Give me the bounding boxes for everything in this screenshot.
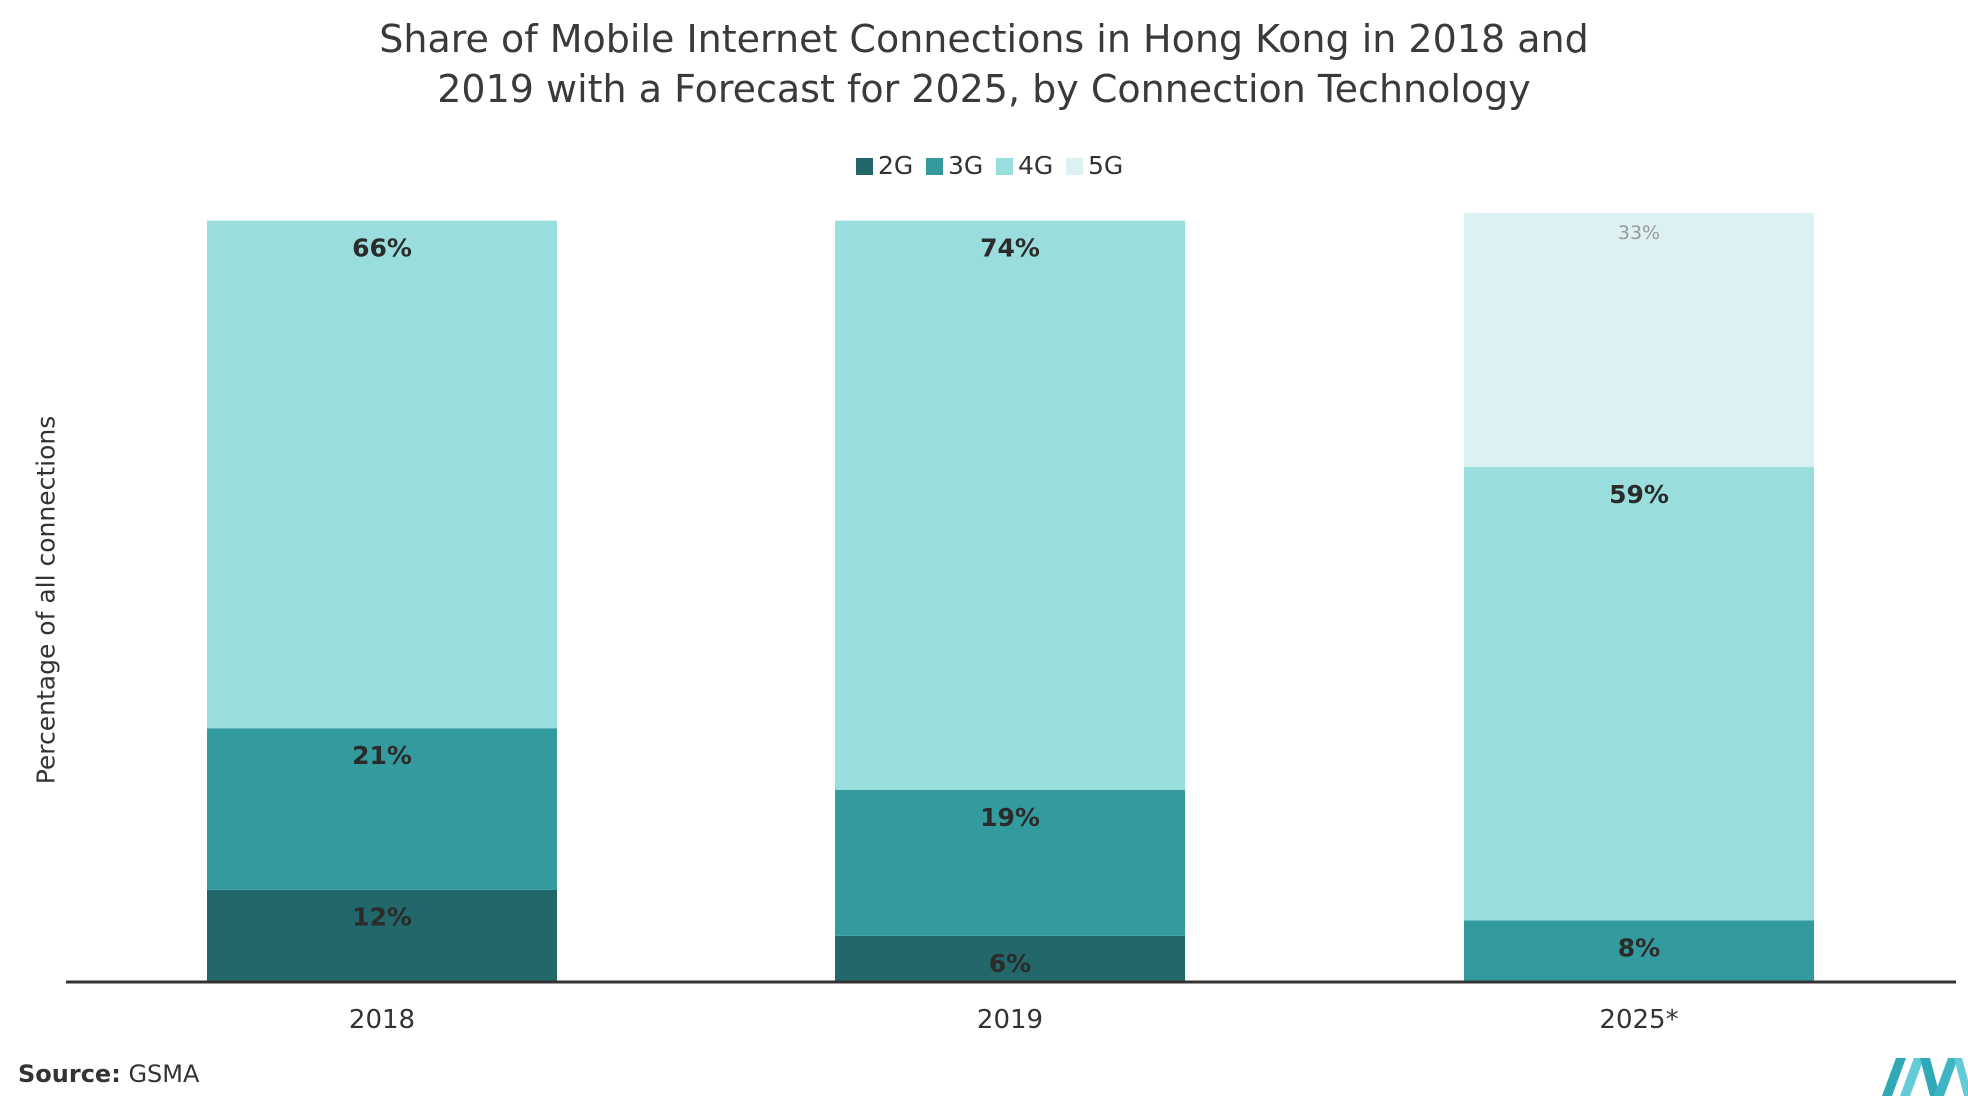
chart-title: Share of Mobile Internet Connections in …	[0, 14, 1968, 114]
data-label-4g-2019: 74%	[980, 234, 1040, 263]
x-tick-label-2018: 2018	[349, 1005, 415, 1035]
data-label-3g-2018: 21%	[352, 741, 412, 770]
legend-label-3g: 3G	[948, 151, 983, 180]
data-label-3g-2025: 8%	[1618, 933, 1660, 962]
bar-2g-2018	[207, 889, 557, 982]
bar-2g-2019	[835, 935, 1185, 982]
source-note: Source: GSMA	[18, 1060, 199, 1088]
legend-swatch-3g	[926, 158, 943, 175]
legend-swatch-5g	[1066, 158, 1083, 175]
data-label-4g-2025: 59%	[1609, 480, 1669, 509]
source-label: Source:	[18, 1060, 121, 1088]
x-tick-label-2025: 2025*	[1599, 1005, 1678, 1035]
legend-label-5g: 5G	[1088, 151, 1123, 180]
bar-4g-2018	[207, 220, 557, 729]
x-tick-label-2019: 2019	[977, 1005, 1043, 1035]
source-text: GSMA	[128, 1060, 200, 1088]
bar-5g-2025	[1464, 213, 1814, 467]
data-label-2g-2019: 6%	[989, 949, 1031, 978]
data-label-4g-2018: 66%	[352, 234, 412, 263]
legend-swatch-4g	[996, 158, 1013, 175]
legend-swatch-2g	[856, 158, 873, 175]
legend-label-2g: 2G	[878, 151, 913, 180]
data-label-2g-2018: 12%	[352, 903, 412, 932]
bar-4g-2019	[835, 220, 1185, 790]
bar-4g-2025	[1464, 466, 1814, 921]
bar-3g-2018	[207, 728, 557, 890]
legend-label-4g: 4G	[1018, 151, 1053, 180]
data-label-3g-2019: 19%	[980, 803, 1040, 832]
data-label-5g-2025: 33%	[1618, 222, 1660, 244]
chart-title-line-2: 2019 with a Forecast for 2025, by Connec…	[437, 67, 1531, 111]
bar-3g-2025	[1464, 920, 1814, 982]
mordor-intelligence-logo-icon	[1882, 1058, 1968, 1096]
chart-title-line-1: Share of Mobile Internet Connections in …	[379, 17, 1589, 61]
bar-3g-2019	[835, 789, 1185, 936]
